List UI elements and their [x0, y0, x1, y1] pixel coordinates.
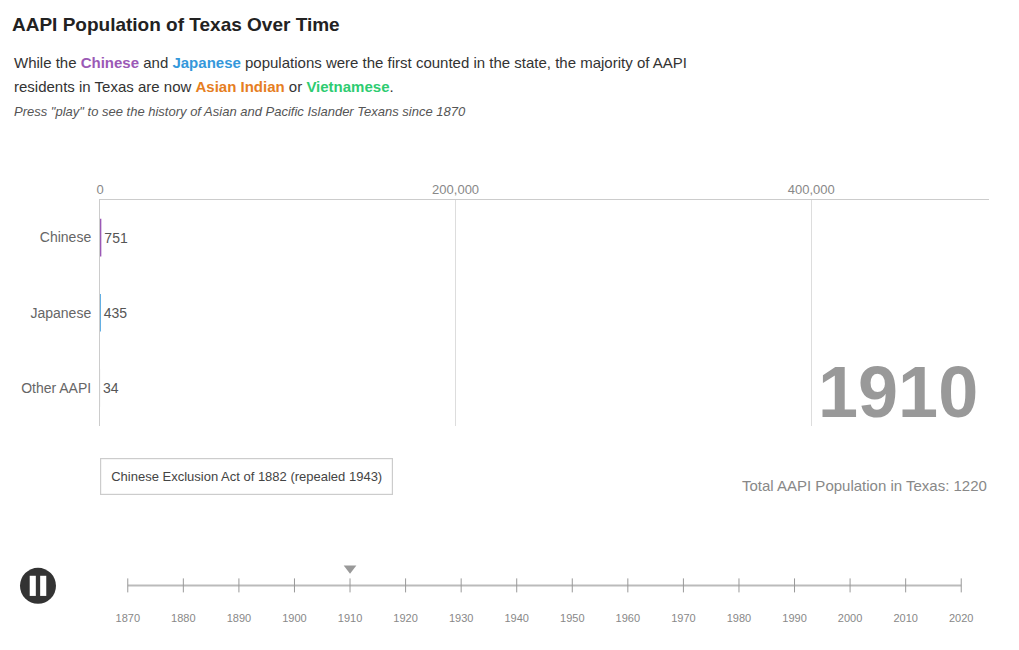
svg-text:1970: 1970	[671, 612, 695, 624]
svg-text:residents in Texas are now Asi: residents in Texas are now Asian Indian …	[14, 78, 394, 95]
svg-text:1870: 1870	[116, 612, 140, 624]
svg-text:0: 0	[96, 182, 103, 197]
svg-text:1890: 1890	[227, 612, 251, 624]
svg-text:1910: 1910	[818, 352, 978, 432]
svg-text:200,000: 200,000	[432, 182, 479, 197]
svg-text:While the Chinese and Japanese: While the Chinese and Japanese populatio…	[14, 54, 687, 71]
svg-text:435: 435	[104, 305, 128, 321]
svg-text:1960: 1960	[616, 612, 640, 624]
svg-text:1920: 1920	[393, 612, 417, 624]
svg-text:2010: 2010	[893, 612, 917, 624]
svg-text:Press "play" to see the histor: Press "play" to see the history of Asian…	[14, 104, 466, 119]
svg-text:1880: 1880	[171, 612, 195, 624]
svg-text:Other AAPI: Other AAPI	[21, 380, 91, 396]
svg-text:1900: 1900	[282, 612, 306, 624]
svg-text:1990: 1990	[782, 612, 806, 624]
svg-text:1940: 1940	[504, 612, 528, 624]
svg-text:AAPI Population of Texas Over: AAPI Population of Texas Over Time	[12, 14, 340, 35]
svg-text:2000: 2000	[838, 612, 862, 624]
svg-text:1930: 1930	[449, 612, 473, 624]
svg-text:1980: 1980	[727, 612, 751, 624]
svg-text:34: 34	[103, 380, 119, 396]
svg-text:400,000: 400,000	[788, 182, 835, 197]
svg-text:2020: 2020	[949, 612, 973, 624]
svg-text:Japanese: Japanese	[30, 305, 91, 321]
svg-text:Chinese: Chinese	[40, 229, 92, 245]
svg-text:1910: 1910	[338, 612, 362, 624]
svg-text:Total AAPI Population in Texas: Total AAPI Population in Texas: 1220	[742, 477, 987, 494]
svg-text:751: 751	[104, 230, 128, 246]
svg-text:Chinese Exclusion Act of 1882: Chinese Exclusion Act of 1882 (repealed …	[111, 469, 382, 484]
svg-text:1950: 1950	[560, 612, 584, 624]
